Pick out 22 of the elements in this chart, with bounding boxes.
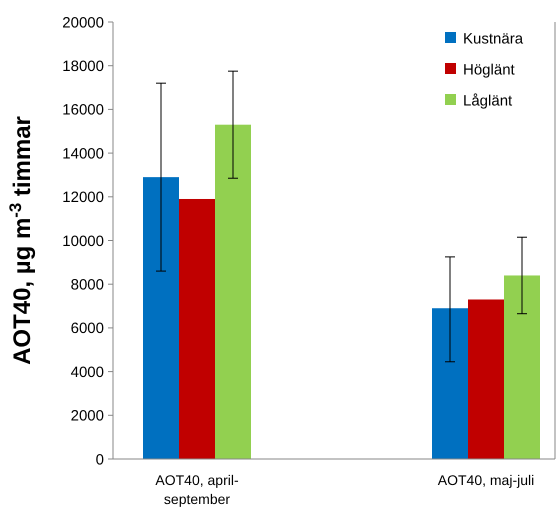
- x-tick-label: AOT40, april-september: [155, 472, 239, 507]
- y-tick-label: 20000: [62, 14, 104, 32]
- y-tick-label: 0: [96, 451, 104, 468]
- y-tick-label: 14000: [62, 145, 104, 162]
- y-tick-label: 16000: [62, 102, 104, 119]
- y-tick-label: 6000: [70, 320, 104, 338]
- bar: [468, 299, 504, 459]
- x-tick-label: AOT40, maj-juli: [438, 472, 534, 488]
- y-tick-label: 10000: [62, 232, 104, 250]
- y-tick-label: 8000: [70, 276, 104, 294]
- y-tick-label: 18000: [62, 58, 104, 75]
- bar: [143, 177, 179, 459]
- bar: [432, 308, 468, 459]
- y-tick-label: 2000: [70, 408, 104, 425]
- legend-label: Kustnära: [463, 30, 524, 48]
- bar: [504, 275, 540, 459]
- legend-label: Höglänt: [463, 61, 516, 78]
- y-tick-label: 12000: [62, 189, 104, 206]
- bar: [179, 198, 215, 459]
- legend-label: Låglänt: [463, 92, 514, 110]
- bar: [215, 124, 251, 459]
- y-tick-label: 4000: [70, 364, 104, 381]
